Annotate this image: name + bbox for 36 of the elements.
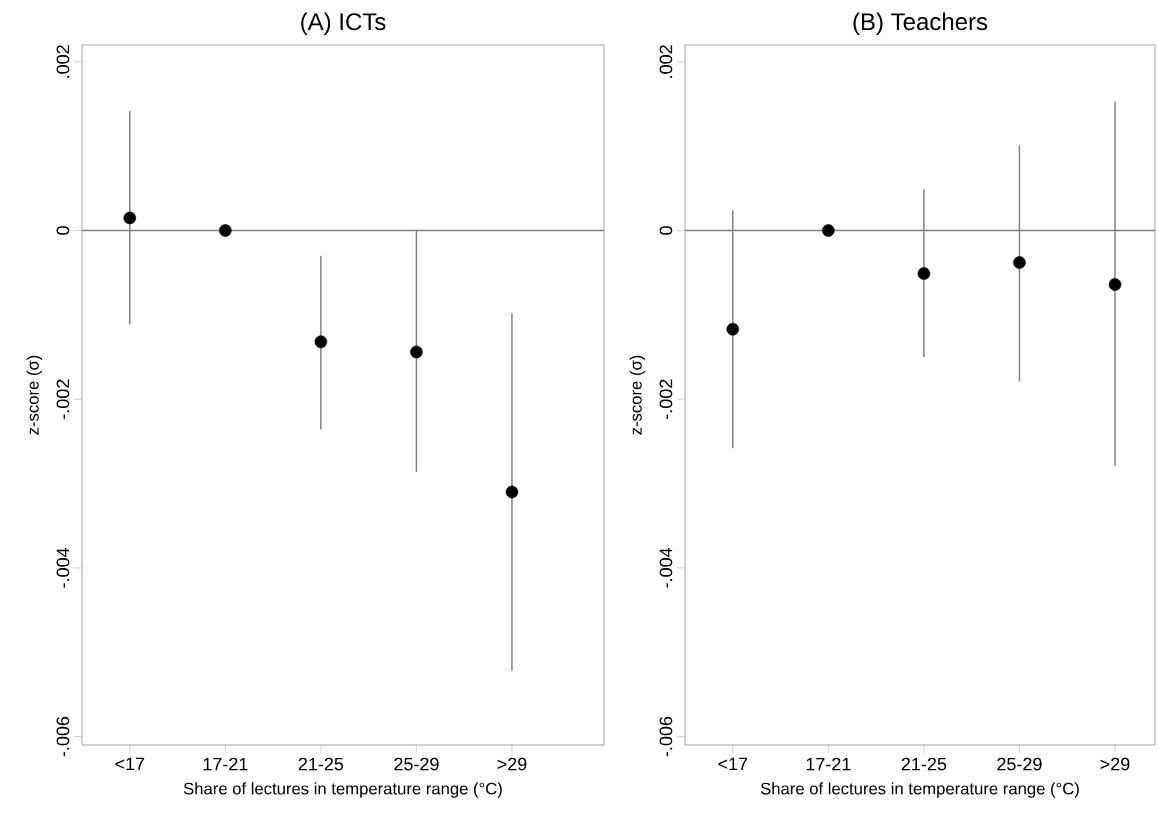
point (917, 267, 931, 280)
x-tick-label: 17-21 (806, 757, 851, 771)
y-tick-label: -.002 (659, 379, 673, 419)
y-tick-label: .002 (659, 45, 673, 78)
y-tick-label: 0 (56, 226, 70, 235)
x-tick-label: >29 (497, 757, 527, 771)
x-tick-label: 21-25 (298, 757, 344, 771)
y-tick-label: -.004 (659, 547, 673, 588)
point (219, 224, 232, 237)
x-tick-label: 17-21 (203, 757, 248, 771)
x-tick-label: 21-25 (901, 757, 947, 771)
point (1108, 278, 1122, 291)
x-tick-label: >29 (1100, 757, 1130, 771)
x-axis-title: Share of lectures in temperature range (°C) (183, 782, 502, 798)
x-tick-label: <17 (115, 757, 145, 771)
point (1013, 256, 1026, 269)
x-tick-label: 25-29 (997, 757, 1042, 771)
y-tick-label: 0 (659, 226, 673, 235)
y-tick-label: -.002 (56, 379, 70, 419)
y-axis-title: z-score (σ) (26, 355, 43, 435)
point (410, 345, 423, 359)
y-tick-label: .002 (56, 45, 70, 78)
point (726, 322, 740, 336)
point (505, 485, 519, 499)
x-axis-title: Share of lectures in temperature range (°C) (760, 782, 1079, 798)
x-tick-label: 25-29 (394, 757, 439, 771)
y-tick-label: -.004 (56, 547, 70, 588)
x-tick-label: <17 (718, 757, 748, 771)
point (123, 211, 137, 225)
point (822, 224, 835, 237)
point (314, 335, 328, 349)
chart-title: (B) Teachers (853, 12, 988, 35)
y-tick-label: -.006 (659, 716, 673, 757)
y-tick-label: -.006 (56, 716, 70, 757)
y-axis-title: z-score (σ) (629, 355, 646, 435)
chart-title: (A) ICTs (301, 12, 386, 35)
